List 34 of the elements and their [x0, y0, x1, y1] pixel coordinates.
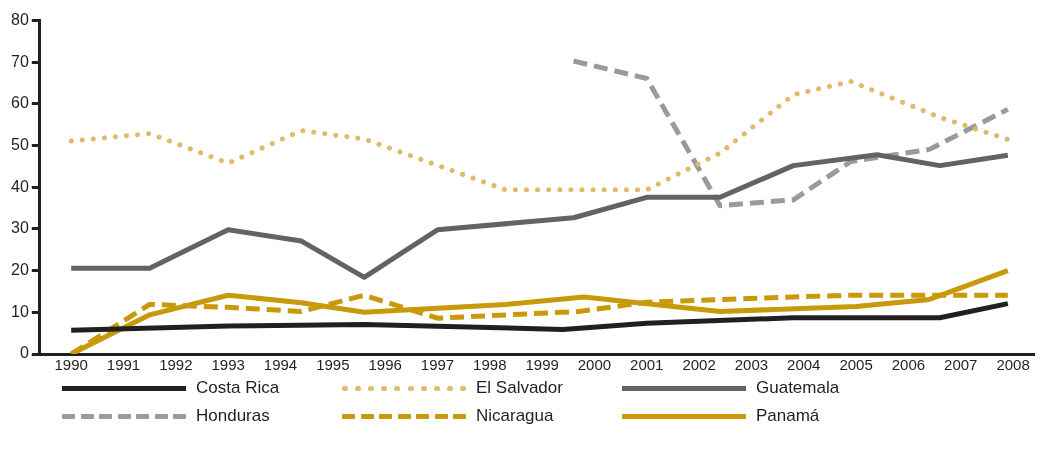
- x-tick-label: 2008: [996, 356, 1030, 374]
- x-tick-label: 1995: [316, 356, 350, 374]
- y-tick-label: 70: [11, 52, 29, 70]
- x-tick-label: 2003: [734, 356, 769, 374]
- y-tick-label: 10: [11, 302, 29, 320]
- legend-label: Honduras: [196, 406, 270, 426]
- legend-label: Guatemala: [756, 378, 840, 398]
- x-tick-label: 2002: [682, 356, 716, 374]
- x-tick-label: 2007: [944, 356, 978, 374]
- x-tick-label: 1993: [211, 356, 245, 374]
- legend-label: El Salvador: [476, 378, 563, 398]
- y-tick-label: 60: [11, 94, 29, 112]
- x-tick-label: 1998: [473, 356, 507, 374]
- legend-label: Nicaragua: [476, 406, 554, 426]
- y-tick-label: 20: [11, 261, 29, 279]
- legend-label: Costa Rica: [196, 378, 280, 398]
- x-tick-label: 1997: [420, 356, 455, 374]
- x-tick-label: 2000: [577, 356, 612, 374]
- legend-label: Panamá: [756, 406, 820, 426]
- x-tick-label: 1992: [159, 356, 193, 374]
- y-tick-label: 80: [11, 11, 29, 29]
- x-tick-label: 1996: [368, 356, 402, 374]
- x-tick-label: 2006: [891, 356, 926, 374]
- x-tick-label: 2005: [839, 356, 873, 374]
- x-tick-label: 1994: [263, 356, 298, 374]
- x-tick-label: 2001: [630, 356, 664, 374]
- y-tick-label: 50: [11, 136, 29, 154]
- x-tick-label: 1990: [54, 356, 88, 374]
- x-tick-label: 2004: [787, 356, 821, 374]
- y-tick-label: 30: [11, 219, 29, 237]
- y-tick-label: 0: [19, 344, 29, 362]
- x-tick-label: 1999: [525, 356, 559, 374]
- y-tick-label: 40: [11, 177, 29, 195]
- x-tick-label: 1991: [106, 356, 141, 374]
